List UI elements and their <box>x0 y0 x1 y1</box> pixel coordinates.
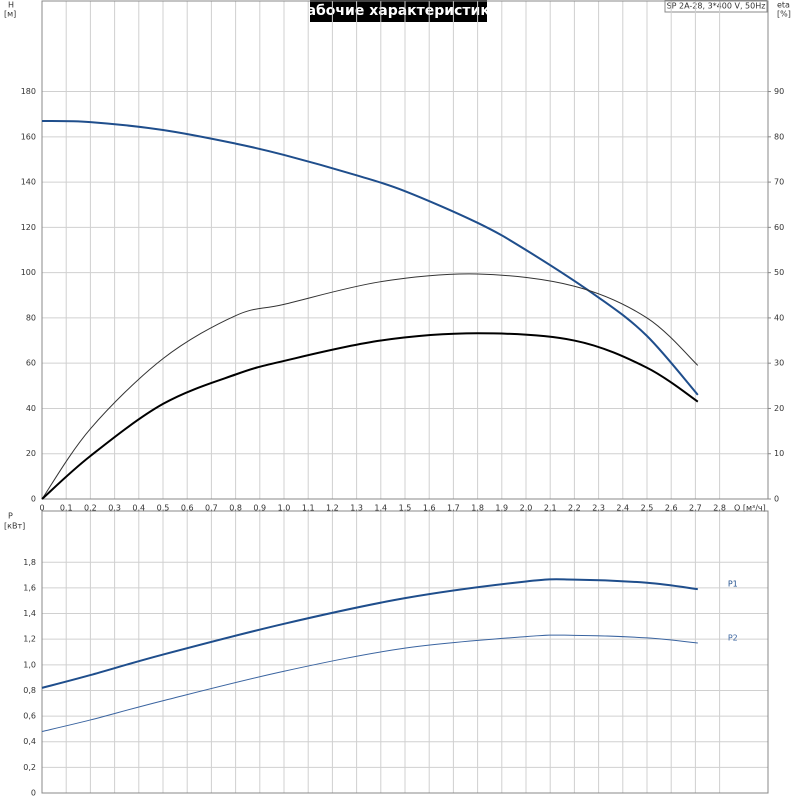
plot-frame <box>41 510 769 794</box>
y-tick-label: 180 <box>21 87 36 96</box>
legend-label: P1 <box>728 580 738 589</box>
y2-tick-label: 90 <box>774 87 784 96</box>
curve <box>41 634 698 732</box>
y-tick-label: 140 <box>21 178 36 187</box>
x-tick-label: 2,1 <box>544 504 557 513</box>
y2-tick-label: 40 <box>774 313 784 322</box>
x-tick-label: 2,7 <box>689 504 702 513</box>
y-tick-label: 0,4 <box>23 737 36 746</box>
x-tick-label: 1,3 <box>350 504 363 513</box>
curve <box>41 332 699 500</box>
y-tick-label: 40 <box>26 404 36 413</box>
title-box <box>310 0 487 22</box>
y-tick-label: 1,8 <box>23 558 36 567</box>
x-tick-label: 2,4 <box>616 504 629 513</box>
x-label: Q [м³/ч] <box>734 504 766 513</box>
x-tick-label: 0,7 <box>205 504 218 513</box>
legend-label: P2 <box>728 634 738 643</box>
x-tick-label: 1,9 <box>495 504 508 513</box>
x-tick-label: 0,9 <box>253 504 266 513</box>
x-tick-label: 0,6 <box>181 504 194 513</box>
y-unit: [м] <box>4 10 16 19</box>
x-tick-label: 1,5 <box>399 504 412 513</box>
y-tick-label: 0,6 <box>23 712 36 721</box>
y-tick-label: 20 <box>26 449 36 458</box>
x-tick-label: 0,8 <box>229 504 242 513</box>
y2-tick-label: 30 <box>774 359 784 368</box>
y-tick-label: 80 <box>26 313 36 322</box>
y-tick-label: 1,6 <box>23 583 36 592</box>
x-tick-label: 2,0 <box>520 504 533 513</box>
subtitle: SP 2A-28, 3*400 V, 50Hz <box>667 2 766 11</box>
y2-tick-label: 20 <box>774 404 784 413</box>
y2-tick-label: 50 <box>774 268 784 277</box>
y-tick-label: 1,0 <box>23 660 36 669</box>
y2-label: eta <box>777 1 790 10</box>
x-tick-label: 2,5 <box>641 504 654 513</box>
y2-unit: [%] <box>777 10 791 19</box>
curve <box>41 578 698 689</box>
y-tick-label: 160 <box>21 132 36 141</box>
y2-tick-label: 80 <box>774 132 784 141</box>
chart-title: Рабочие характеристики <box>296 3 499 19</box>
y-tick-label: 120 <box>21 223 36 232</box>
curve <box>41 119 699 396</box>
y2-tick-label: 0 <box>774 495 779 504</box>
x-tick-label: 0,3 <box>108 504 121 513</box>
x-tick-label: 1,4 <box>374 504 387 513</box>
subtitle-box <box>664 0 768 13</box>
x-tick-label: 2,2 <box>568 504 581 513</box>
x-tick-label: 0 <box>39 504 44 513</box>
y-tick-label: 0,2 <box>23 763 36 772</box>
y-tick-label: 1,4 <box>23 609 36 618</box>
x-tick-label: 1,2 <box>326 504 339 513</box>
x-tick-label: 0,5 <box>157 504 170 513</box>
y2-tick-label: 10 <box>774 449 784 458</box>
x-tick-label: 1,8 <box>471 504 484 513</box>
y-tick-label: 0 <box>31 789 36 798</box>
y-label: H <box>8 1 14 10</box>
y-label: P <box>8 512 13 521</box>
x-tick-label: 2,6 <box>665 504 678 513</box>
y2-tick-label: 60 <box>774 223 784 232</box>
y-tick-label: 100 <box>21 268 36 277</box>
x-tick-label: 0,4 <box>132 504 145 513</box>
x-tick-label: 1,6 <box>423 504 436 513</box>
x-tick-label: 2,8 <box>713 504 726 513</box>
x-tick-label: 0,2 <box>84 504 97 513</box>
y2-tick-label: 70 <box>774 178 784 187</box>
x-tick-label: 0,1 <box>60 504 73 513</box>
y-tick-label: 0,8 <box>23 686 36 695</box>
curve <box>41 273 699 500</box>
y-unit: [кВт] <box>4 522 25 531</box>
x-tick-label: 1,7 <box>447 504 460 513</box>
x-tick-label: 1,0 <box>278 504 291 513</box>
plot-frame <box>41 0 769 500</box>
x-tick-label: 1,1 <box>302 504 315 513</box>
x-tick-label: 2,3 <box>592 504 605 513</box>
y-tick-label: 60 <box>26 359 36 368</box>
y-tick-label: 1,2 <box>23 635 36 644</box>
y-tick-label: 0 <box>31 495 36 504</box>
